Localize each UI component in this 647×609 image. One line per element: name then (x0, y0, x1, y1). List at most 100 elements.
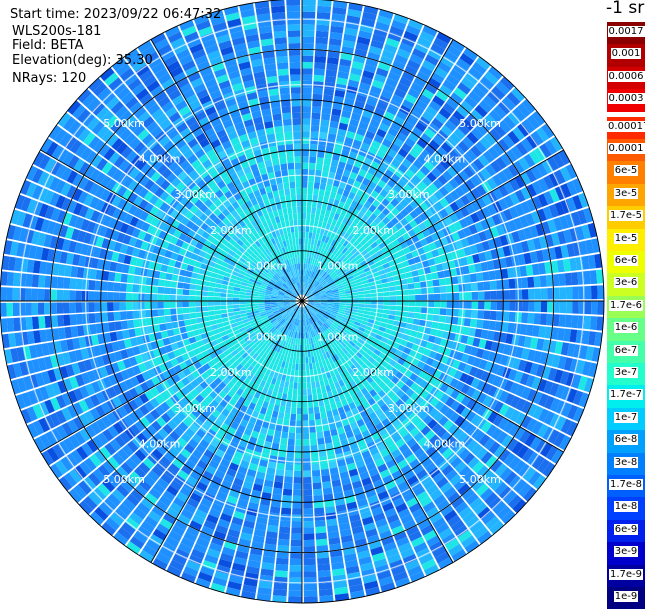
ppi-cell (324, 265, 330, 272)
ppi-cell (338, 379, 345, 387)
ppi-cell (310, 330, 314, 338)
ppi-cell (353, 250, 361, 258)
ppi-cell (465, 375, 475, 386)
ppi-cell (313, 322, 318, 329)
ppi-cell (313, 81, 324, 89)
ppi-cell (405, 341, 414, 349)
ppi-cell (503, 490, 518, 505)
ppi-cell (358, 30, 372, 40)
ppi-cell (394, 193, 404, 203)
ppi-cell (473, 525, 489, 540)
ppi-cell (476, 319, 484, 329)
ppi-cell (345, 91, 357, 101)
ppi-cell (292, 508, 302, 515)
ppi-cell (331, 273, 338, 279)
ppi-cell (376, 15, 392, 26)
ppi-cell (314, 49, 327, 57)
ppi-cell (278, 532, 290, 540)
ppi-cell (324, 274, 330, 280)
ppi-cell (347, 436, 357, 445)
ppi-cell (514, 203, 525, 217)
ppi-cell (413, 255, 422, 264)
ppi-cell (543, 191, 554, 205)
ppi-cell (274, 430, 282, 438)
ppi-cell (503, 181, 515, 194)
ppi-cell (426, 484, 439, 496)
ppi-cell (355, 281, 363, 286)
ppi-cell (346, 301, 353, 304)
ppi-cell (455, 351, 464, 361)
ppi-cell (563, 328, 572, 342)
ppi-cell (411, 508, 425, 519)
ppi-cell (535, 250, 545, 263)
ppi-cell (126, 283, 133, 293)
ppi-cell (378, 269, 386, 276)
ppi-cell (318, 341, 323, 348)
ppi-cell (577, 375, 588, 391)
ppi-cell (445, 74, 460, 87)
ppi-cell (315, 253, 320, 260)
ppi-cell (284, 470, 294, 477)
ppi-cell (584, 285, 592, 300)
ppi-cell (411, 536, 425, 548)
ppi-cell (425, 273, 433, 281)
ppi-cell (571, 211, 582, 226)
ppi-cell (316, 201, 323, 209)
ppi-cell (348, 278, 355, 283)
ppi-cell (357, 465, 368, 475)
ppi-cell (501, 510, 516, 525)
ppi-cell (352, 298, 359, 301)
ppi-cell (304, 282, 306, 289)
ppi-cell (303, 307, 306, 314)
ppi-cell (553, 287, 560, 300)
ppi-cell (373, 245, 381, 253)
ppi-cell (484, 132, 497, 146)
ppi-cell (411, 324, 419, 332)
ppi-cell (75, 313, 83, 325)
ppi-cell (390, 225, 399, 234)
ppi-cell (317, 286, 323, 291)
ppi-cell (423, 218, 433, 228)
ppi-cell (554, 201, 565, 216)
ppi-cell (302, 36, 315, 44)
ppi-cell (302, 181, 308, 188)
ppi-cell (584, 301, 592, 315)
ppi-cell (378, 381, 387, 390)
ppi-cell (399, 321, 407, 328)
ppi-cell (289, 558, 302, 566)
ppi-cell (279, 380, 285, 388)
ppi-cell (509, 192, 520, 205)
ppi-cell (443, 347, 452, 357)
ppi-cell (297, 382, 302, 390)
ppi-cell (358, 556, 372, 566)
ppi-cell (303, 502, 313, 509)
ppi-cell (477, 392, 487, 404)
ppi-cell (478, 359, 488, 370)
ppi-cell (383, 291, 390, 297)
ppi-cell (480, 487, 494, 501)
ppi-cell (195, 312, 203, 318)
ppi-cell (347, 124, 358, 134)
ppi-cell (482, 320, 490, 330)
ppi-cell (336, 134, 345, 143)
ppi-cell (397, 148, 409, 158)
ppi-cell (346, 396, 354, 405)
ppi-cell (63, 314, 71, 326)
ppi-cell (383, 183, 393, 193)
ppi-cell (423, 327, 432, 335)
ppi-cell (532, 455, 545, 470)
ppi-cell (385, 459, 397, 469)
ppi-cell (317, 327, 323, 334)
ppi-cell (403, 519, 417, 531)
ppi-cell (349, 118, 360, 128)
ppi-cell (322, 352, 328, 360)
ppi-cell (345, 456, 355, 465)
ppi-cell (290, 407, 297, 415)
ppi-cell (463, 452, 475, 465)
ppi-cell (343, 390, 351, 399)
ppi-cell (421, 307, 428, 314)
ppi-cell (388, 464, 400, 475)
ppi-cell (303, 288, 305, 295)
ppi-cell (364, 297, 372, 301)
ppi-cell (436, 477, 449, 489)
